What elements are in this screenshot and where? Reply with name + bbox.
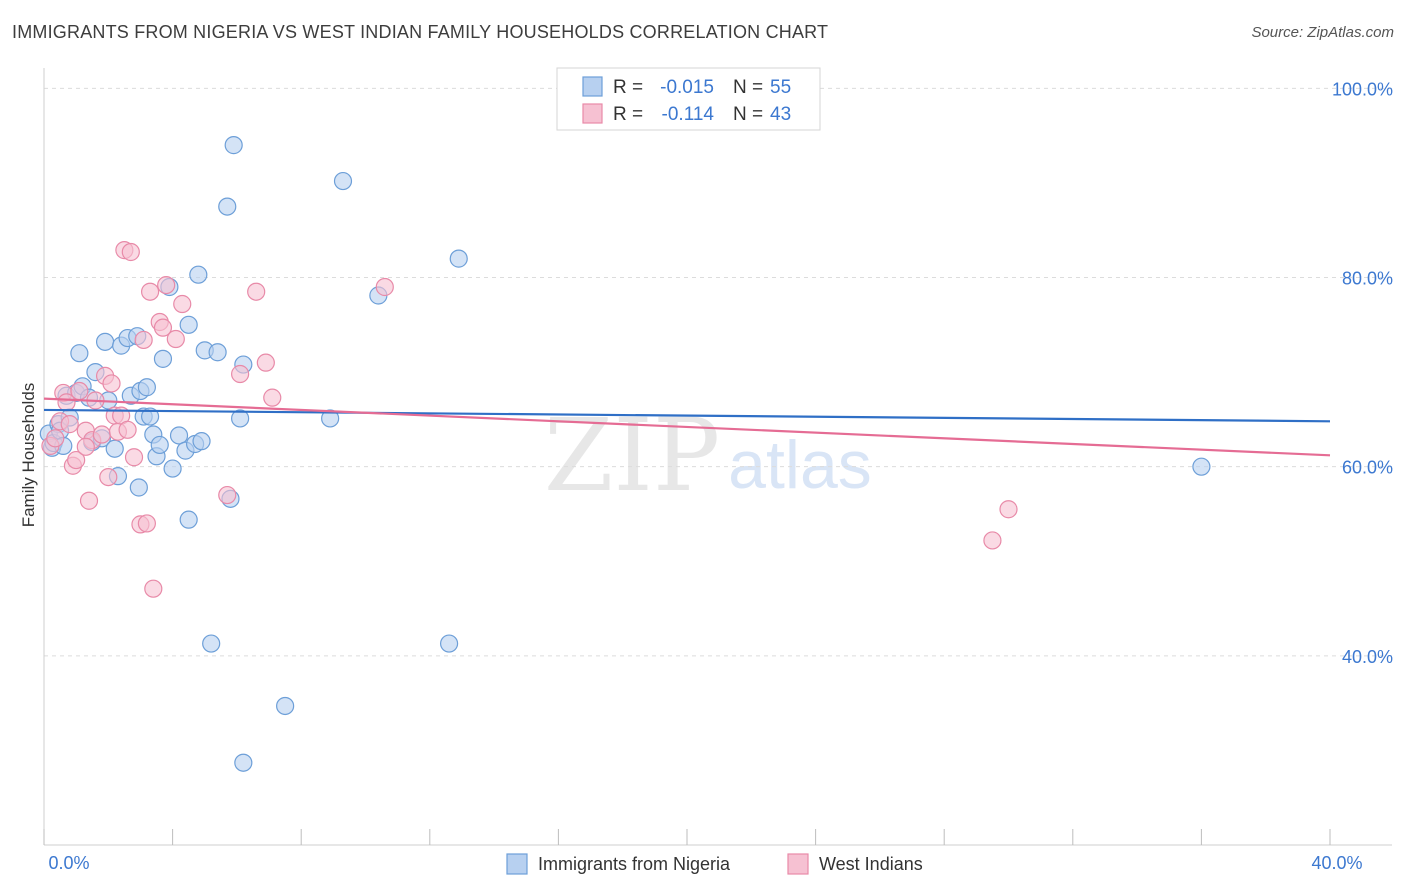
data-point-pink-10 bbox=[79, 491, 99, 510]
stats-r-value-blue: -0.015 bbox=[660, 77, 714, 98]
stats-n-value-blue: 55 bbox=[770, 77, 791, 98]
data-point-blue-43 bbox=[208, 343, 227, 362]
legend-swatch-pink bbox=[787, 853, 809, 875]
legend-swatch-blue bbox=[506, 853, 528, 875]
data-point-pink-27 bbox=[140, 282, 160, 301]
data-point-blue-46 bbox=[224, 136, 243, 155]
data-point-blue-56 bbox=[234, 753, 253, 772]
stats-legend-swatch-pink bbox=[582, 103, 603, 124]
stats-r-label-blue: R = bbox=[613, 77, 643, 98]
x-tick-label-1: 40.0% bbox=[1311, 853, 1362, 873]
data-point-blue-40 bbox=[192, 432, 211, 451]
data-point-pink-40 bbox=[983, 531, 1002, 550]
data-point-pink-25 bbox=[134, 330, 153, 350]
data-point-pink-5 bbox=[60, 415, 79, 434]
data-point-blue-53 bbox=[439, 634, 459, 653]
series-legend: Immigrants from Nigeria West Indians bbox=[506, 853, 923, 875]
data-point-pink-37 bbox=[256, 353, 275, 372]
y-tick-label-3: 40.0% bbox=[1342, 647, 1393, 667]
data-point-pink-32 bbox=[166, 329, 185, 349]
data-point-pink-34 bbox=[218, 485, 237, 505]
data-point-pink-26 bbox=[137, 514, 156, 533]
data-point-pink-38 bbox=[263, 388, 282, 407]
data-point-pink-16 bbox=[102, 374, 121, 393]
data-point-blue-36 bbox=[179, 510, 198, 529]
data-point-pink-15 bbox=[99, 467, 118, 487]
legend-label-pink: West Indians bbox=[819, 854, 923, 874]
data-point-pink-35 bbox=[231, 364, 250, 384]
data-point-blue-30 bbox=[150, 435, 169, 455]
stats-n-label-pink: N = bbox=[733, 104, 763, 125]
stats-n-value-pink: 43 bbox=[770, 104, 791, 125]
stats-legend-swatch-blue bbox=[582, 76, 603, 97]
stats-r-value-pink: -0.114 bbox=[662, 104, 715, 125]
y-axis-title: Family Households bbox=[19, 383, 38, 528]
data-point-pink-23 bbox=[124, 448, 144, 467]
data-point-blue-47 bbox=[231, 409, 250, 428]
trend-line-blue bbox=[43, 408, 1331, 423]
data-point-blue-27 bbox=[140, 407, 160, 426]
data-point-pink-39 bbox=[375, 277, 394, 297]
data-point-pink-7 bbox=[67, 450, 86, 470]
data-point-blue-55 bbox=[1192, 457, 1211, 476]
data-point-blue-37 bbox=[179, 315, 198, 334]
data-point-blue-15 bbox=[95, 332, 115, 351]
data-point-pink-42 bbox=[76, 437, 95, 456]
chart-title: IMMIGRANTS FROM NIGERIA VS WEST INDIAN F… bbox=[12, 22, 829, 42]
source-label: Source: ZipAtlas.com bbox=[1251, 24, 1394, 41]
data-point-pink-33 bbox=[173, 294, 192, 314]
stats-r-label-pink: R = bbox=[613, 104, 643, 125]
data-point-blue-50 bbox=[321, 409, 340, 428]
x-tick-label-0: 0.0% bbox=[48, 853, 89, 873]
data-point-blue-42 bbox=[202, 634, 221, 653]
data-point-blue-39 bbox=[189, 265, 208, 284]
data-point-blue-44 bbox=[218, 197, 237, 216]
data-point-pink-21 bbox=[118, 420, 137, 439]
data-point-pink-41 bbox=[999, 500, 1018, 519]
y-tick-label-2: 60.0% bbox=[1342, 458, 1393, 478]
data-point-blue-49 bbox=[276, 696, 295, 716]
stats-n-label-blue: N = bbox=[733, 77, 763, 98]
data-point-blue-17 bbox=[105, 439, 124, 458]
data-point-blue-26 bbox=[137, 378, 156, 397]
trend-line-pink bbox=[43, 397, 1331, 457]
data-point-pink-8 bbox=[70, 381, 89, 401]
data-point-blue-33 bbox=[163, 459, 182, 478]
data-point-blue-34 bbox=[169, 426, 189, 445]
data-point-pink-30 bbox=[153, 318, 173, 337]
data-point-blue-54 bbox=[449, 249, 468, 268]
data-point-pink-28 bbox=[144, 579, 163, 598]
data-point-blue-51 bbox=[333, 171, 353, 191]
data-point-blue-9 bbox=[70, 344, 89, 363]
data-point-blue-31 bbox=[153, 349, 173, 368]
data-point-pink-13 bbox=[92, 425, 111, 444]
watermark-atlas: atlas bbox=[728, 427, 872, 503]
stats-legend: R = -0.015 N = 55 R = -0.114 N = 43 bbox=[556, 67, 821, 131]
data-point-blue-23 bbox=[129, 478, 148, 497]
data-point-pink-36 bbox=[247, 282, 266, 301]
y-tick-label-0: 100.0% bbox=[1332, 79, 1393, 99]
data-point-pink-1 bbox=[46, 429, 65, 448]
legend-label-blue: Immigrants from Nigeria bbox=[538, 854, 731, 874]
data-point-pink-31 bbox=[157, 275, 176, 295]
y-tick-label-1: 80.0% bbox=[1342, 269, 1393, 289]
data-point-pink-22 bbox=[121, 242, 140, 262]
